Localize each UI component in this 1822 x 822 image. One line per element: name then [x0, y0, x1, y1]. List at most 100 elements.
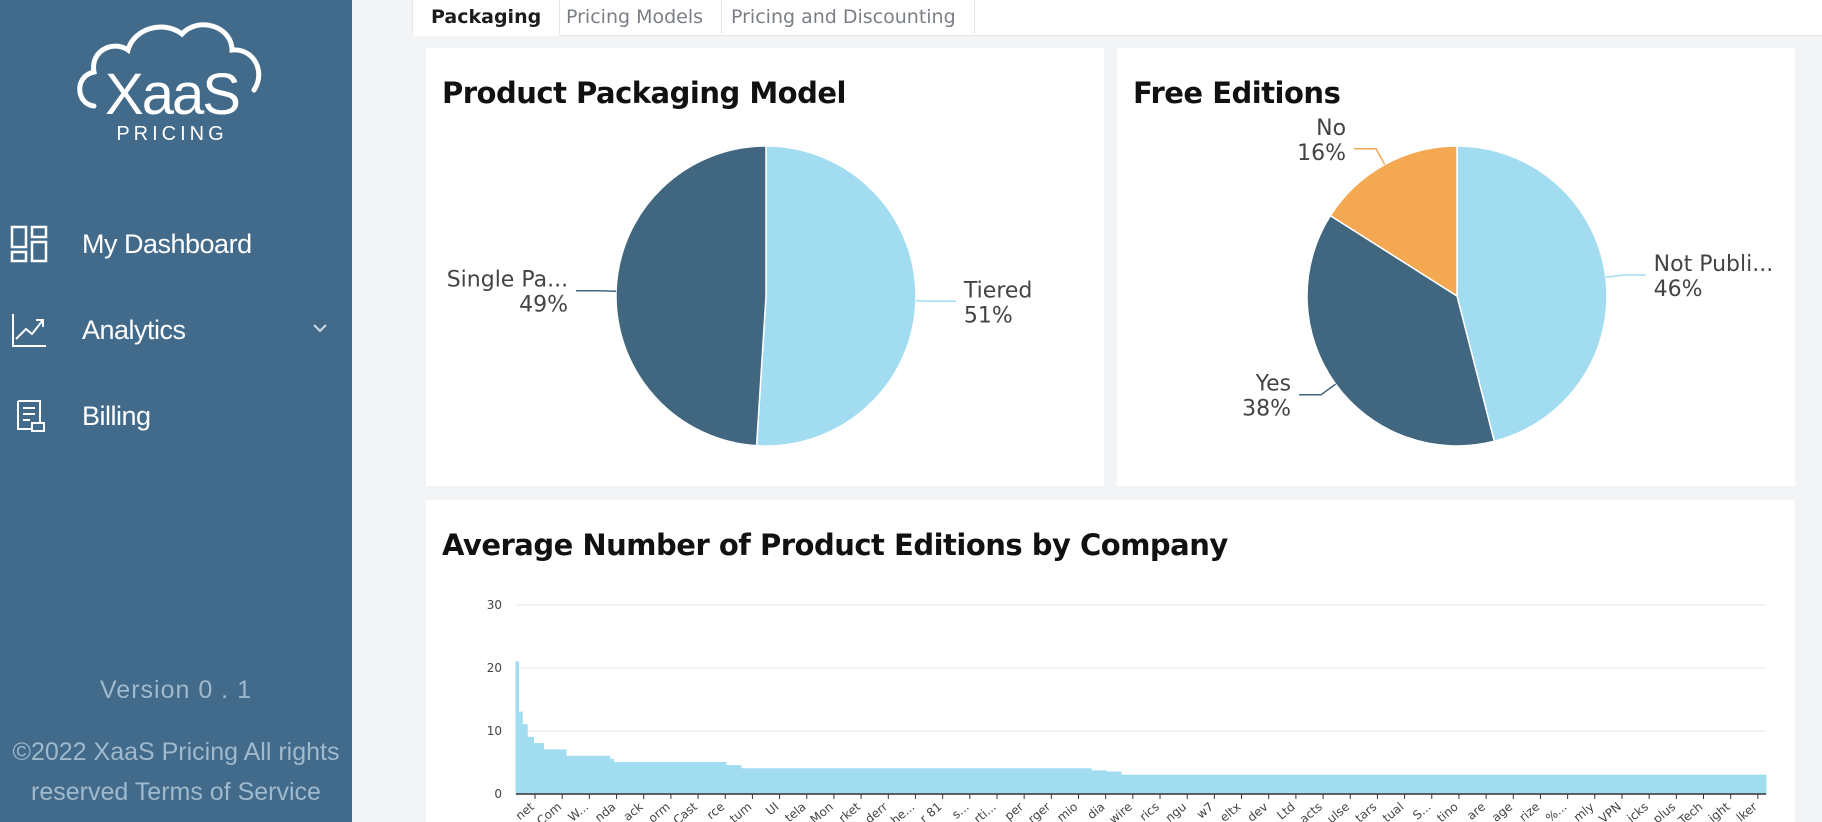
x-tick-label: derr [862, 800, 890, 822]
x-tick-label: tino [1434, 800, 1461, 822]
x-tick-label: ngu [1163, 800, 1189, 822]
sidebar-item-label: Analytics [82, 314, 186, 345]
pie-slice-single-package[interactable] [615, 145, 767, 447]
x-tick-label: dia [1085, 800, 1108, 822]
x-tick-label: nda [592, 800, 618, 822]
card-title: Average Number of Product Editions by Co… [442, 528, 1228, 562]
x-tick-label: VPN [1596, 800, 1624, 822]
x-tick-label: plus [1650, 800, 1678, 822]
chevron-down-icon[interactable] [310, 318, 330, 338]
avg-editions-card: Average Number of Product Editions by Co… [426, 500, 1795, 822]
x-tick-label: UI [763, 800, 781, 819]
x-tick-label: Ltd [1274, 800, 1298, 822]
pie-slice-percent: 16% [1297, 141, 1346, 166]
x-tick-label: ulse [1324, 800, 1352, 822]
x-tick-label: ack [621, 800, 646, 822]
x-tick-label: Cast [671, 799, 701, 822]
x-tick-label: are [1464, 800, 1488, 822]
y-tick-label: 20 [487, 661, 502, 675]
pie-leader-line [1605, 274, 1646, 278]
dashboard-icon [10, 225, 48, 263]
pie-slice-label: Not Publi... [1654, 252, 1774, 277]
tab-bar: Packaging Pricing Models Pricing and Dis… [412, 0, 1822, 36]
x-tick-label: wire [1106, 800, 1134, 822]
pie-slice-percent: 49% [519, 293, 568, 318]
copyright-line: ©2022 XaaS Pricing All rights [12, 738, 340, 766]
pie-leader-line [1299, 383, 1337, 396]
card-title: Free Editions [1133, 76, 1341, 110]
x-tick-label: Mon [807, 800, 835, 822]
cloud-logo-icon: XaaS PRICING [77, 22, 262, 145]
x-tick-label: Tech [1675, 800, 1705, 822]
logo-sub: PRICING [116, 123, 227, 145]
logo-word: XaaS [105, 62, 239, 127]
pie-slice-percent: 38% [1242, 397, 1291, 422]
pie-slice-no[interactable] [1329, 145, 1458, 298]
sidebar-item-label: Billing [82, 400, 151, 431]
pie-slice-not-published[interactable] [1456, 145, 1608, 443]
pie-leader-line [576, 289, 617, 293]
pie-slice-tiered[interactable] [755, 145, 917, 447]
y-tick-label: 30 [487, 598, 502, 612]
x-tick-label: tela [782, 800, 808, 822]
x-tick-label: mly [1571, 800, 1597, 822]
x-tick-label: tual [1380, 800, 1407, 822]
y-tick-label: 10 [487, 724, 502, 738]
sidebar-item-analytics[interactable]: Analytics [10, 306, 330, 354]
x-tick-label: tum [727, 800, 754, 822]
card-title: Product Packaging Model [442, 76, 846, 110]
x-tick-label: %... [1543, 800, 1570, 822]
sidebar-item-label: My Dashboard [82, 228, 252, 259]
pie-leader-line [1354, 148, 1386, 165]
tab-packaging[interactable]: Packaging [412, 0, 561, 36]
x-tick-label: Com [534, 800, 564, 822]
packaging-model-card: Product Packaging Model Tiered 51% Single … [426, 48, 1104, 486]
free-editions-card: Free Editions Not Publi... 46% Yes 38% No 16% [1117, 48, 1795, 486]
copyright-text: ©2022 XaaS Pricing All rights reserved T… [0, 732, 352, 812]
x-tick-label: S... [1410, 800, 1434, 822]
tab-pricing-and-discounting[interactable]: Pricing and Discounting [713, 0, 975, 34]
x-tick-label: orm [646, 800, 673, 822]
pie-slice-label: Tiered [963, 278, 1032, 303]
x-tick-label: r 81 [917, 800, 944, 822]
billing-icon [10, 397, 48, 435]
x-tick-label: mio [1054, 800, 1080, 822]
x-tick-label: dev [1245, 800, 1271, 822]
x-tick-label: rize [1517, 800, 1543, 822]
x-tick-label: w7 [1194, 800, 1216, 822]
area-series[interactable] [515, 661, 1767, 795]
xaas-logo[interactable]: XaaS PRICING [72, 14, 272, 154]
terms-of-service-link[interactable]: reserved Terms of Service [31, 778, 321, 806]
x-tick-label: rket [836, 799, 863, 822]
pie-slice-label: Yes [1255, 372, 1292, 397]
x-tick-label: W... [565, 800, 591, 822]
x-tick-label: rics [1137, 800, 1162, 822]
main-content: Packaging Pricing Models Pricing and Dis… [412, 0, 1822, 822]
x-tick-label: lker [1734, 800, 1760, 822]
tab-pricing-models[interactable]: Pricing Models [548, 0, 723, 34]
x-tick-label: he... [888, 800, 917, 822]
x-tick-label: icks [1624, 800, 1651, 822]
pie-slice-yes[interactable] [1306, 214, 1496, 447]
x-tick-label: ight [1706, 799, 1733, 822]
x-tick-label: age [1489, 800, 1515, 822]
pie-slice-percent: 51% [964, 303, 1013, 328]
sidebar: XaaS PRICING My Dashboard Analytics [0, 0, 352, 822]
y-tick-label: 0 [494, 787, 502, 801]
sidebar-item-my-dashboard[interactable]: My Dashboard [10, 220, 330, 268]
sidebar-item-billing[interactable]: Billing [10, 392, 330, 440]
x-tick-label: rti... [971, 800, 999, 822]
version-text: Version 0 . 1 [100, 676, 252, 704]
x-tick-label: eltx [1217, 800, 1243, 822]
x-tick-label: rger [1025, 800, 1053, 822]
pie-slice-label: Single Pa... [447, 268, 568, 293]
pie-leader-line [915, 299, 956, 303]
x-tick-label: net [513, 799, 537, 822]
x-tick-label: acts [1297, 800, 1325, 822]
pie-slice-percent: 46% [1654, 277, 1703, 302]
analytics-icon [10, 311, 48, 349]
x-tick-label: s... [949, 800, 972, 822]
x-tick-label: tars [1353, 800, 1380, 822]
pie-slice-label: No [1316, 116, 1346, 141]
